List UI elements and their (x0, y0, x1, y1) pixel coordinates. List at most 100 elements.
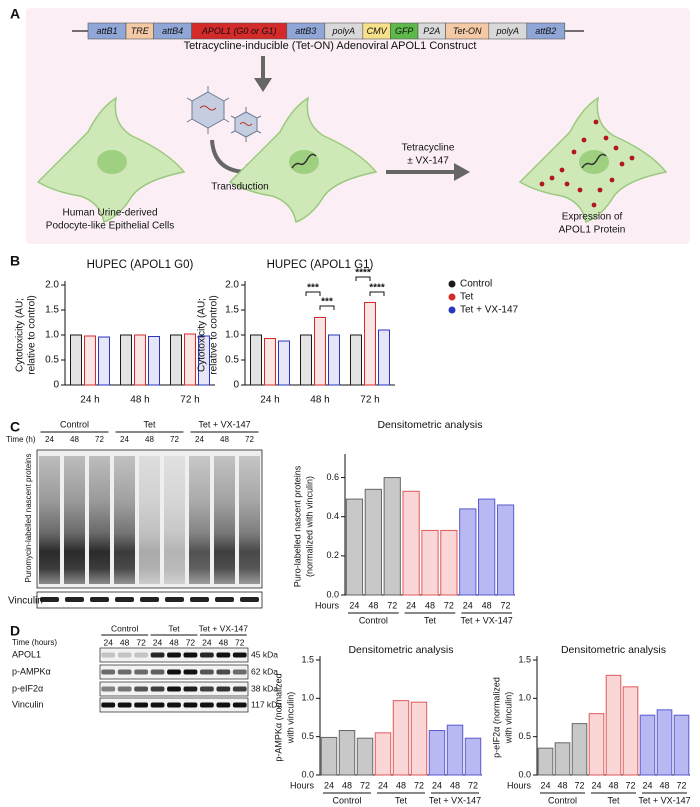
lane-label: 72 (235, 637, 245, 647)
bar (383, 477, 401, 596)
blot-band (183, 702, 198, 708)
group-label: Tet + VX-147 (461, 615, 513, 625)
group-label: Control (359, 615, 388, 625)
blot-band (199, 686, 214, 692)
construct-label: CMV (367, 26, 388, 36)
x-tick-label: 24 h (80, 395, 99, 406)
lane-label: 48 (169, 637, 179, 647)
cell-right (519, 97, 667, 223)
y-axis-label: Puro-labelled nascent proteins (292, 465, 302, 587)
x-tick-label: 48 (557, 780, 567, 790)
blot-band (117, 702, 132, 708)
construct-label: TRE (131, 26, 150, 36)
x-tick-label: 72 (360, 780, 370, 790)
bar (314, 317, 326, 386)
x-tick-label: 48 (659, 780, 669, 790)
bar (338, 730, 356, 776)
blot-lane (139, 456, 160, 584)
side-label: Puromycin-labelled nascent proteins (24, 454, 33, 583)
blot-band (216, 652, 231, 658)
cell-left (37, 97, 185, 223)
x-tick-label: 48 (342, 780, 352, 790)
blot-band (117, 669, 132, 675)
x-tick-label: 72 h (180, 395, 199, 406)
x-tick-label: 24 (349, 600, 359, 610)
bar (345, 498, 364, 596)
expression-label: Expression of (562, 212, 623, 223)
x-tick-label: 24 (324, 780, 334, 790)
lane-label: 48 (70, 435, 79, 444)
blot-band (232, 669, 247, 675)
lane-label: 24 (120, 435, 129, 444)
bar (148, 336, 160, 386)
blot-band (216, 702, 231, 708)
construct-label: P2A (423, 26, 440, 36)
x-tick-label: 24 (642, 780, 652, 790)
bar (70, 334, 82, 386)
y-tick-label: 0 (53, 380, 59, 391)
x-tick-label: 24 (591, 780, 601, 790)
x-tick-label: 72 h (360, 395, 379, 406)
lane-label: 24 (195, 435, 204, 444)
bar (170, 334, 182, 386)
group-label: Control (111, 623, 139, 633)
y-tick-label: 1.5 (225, 305, 239, 316)
significance-bracket (305, 291, 321, 296)
vinculin-band (90, 597, 109, 602)
blot-band (134, 686, 149, 692)
bar (478, 498, 496, 596)
bar (639, 714, 656, 776)
bar (364, 488, 382, 596)
loading-label: Vinculin (8, 596, 43, 607)
y-tick-label: 0.5 (301, 731, 314, 741)
bar (605, 674, 622, 776)
cell-middle (229, 97, 377, 223)
y-tick-label: 0.0 (518, 769, 531, 779)
panel-label: A (10, 6, 20, 22)
y-tick-label: 1.5 (518, 654, 531, 664)
lane-label: 48 (219, 637, 229, 647)
bar (622, 686, 639, 776)
bar (328, 334, 340, 386)
y-axis-label: p-AMPKα (normalized (273, 673, 283, 761)
blot-lane (64, 456, 85, 584)
lane-label: 24 (202, 637, 212, 647)
legend-marker (448, 306, 456, 314)
construct-label: attB2 (535, 26, 556, 36)
x-tick-label: 72 (414, 780, 424, 790)
row-label: p-AMPKα (12, 666, 51, 676)
construct-label: Tet-ON (453, 26, 482, 36)
significance-label: **** (369, 283, 385, 294)
bar (198, 335, 210, 386)
blot-lane (214, 456, 235, 584)
y-axis-label: Cytotoxicity (AU; (15, 298, 26, 372)
x-tick-label: 72 (387, 600, 397, 610)
blot-band (216, 686, 231, 692)
y-axis-label: Cytotoxicity (AU; (197, 298, 208, 372)
group-label: Tet + VX-147 (199, 623, 249, 633)
legend-marker (448, 280, 456, 288)
treatment-label: Tetracycline (402, 143, 455, 154)
chart-title: Densitometric analysis (348, 644, 453, 656)
blot-band (216, 669, 231, 675)
time-label: Time (hours) (12, 638, 57, 647)
significance-bracket (355, 276, 371, 281)
blot-band (183, 686, 198, 692)
bar (496, 504, 515, 596)
y-tick-label: 0.5 (45, 355, 59, 366)
bar (537, 747, 554, 776)
blot-band (101, 702, 116, 708)
vinculin-band (65, 597, 84, 602)
blot-band (232, 702, 247, 708)
blot-band (101, 652, 116, 658)
x-tick-label: 48 (482, 600, 492, 610)
x-tick-label: 72 (574, 780, 584, 790)
y-tick-label: 1.0 (45, 330, 59, 341)
x-axis-label: Hours (290, 780, 315, 790)
group-label: Control (332, 795, 361, 805)
x-tick-label: 72 (676, 780, 686, 790)
blot-lane (39, 456, 60, 584)
construct-label: attB1 (96, 26, 117, 36)
bar (402, 490, 420, 596)
